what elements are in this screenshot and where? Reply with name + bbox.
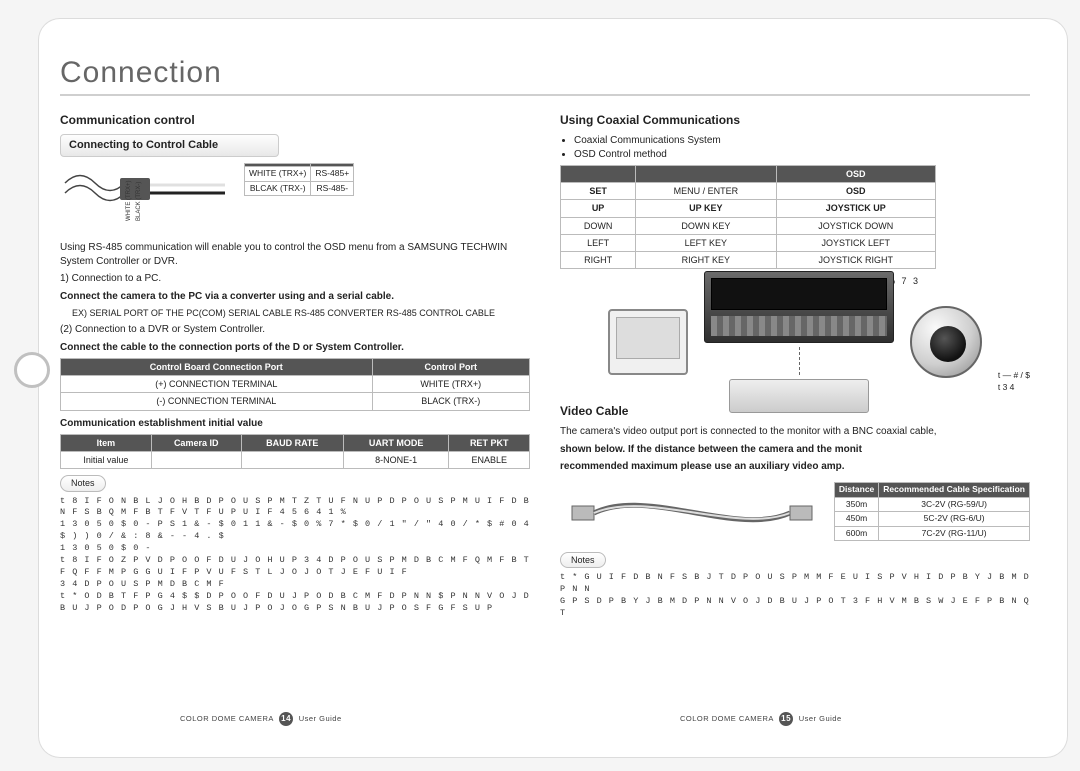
video-cable-text: The camera's video output port is connec… (560, 425, 1030, 439)
binder-ring (14, 352, 50, 388)
content: Connection Communication control Connect… (60, 56, 1060, 736)
notes-text-left: t 8 I F O N B L J O H B D P O U S P M T … (60, 496, 530, 615)
step1-example: EX) SERIAL PORT OF THE PC(COM) SERIAL CA… (72, 307, 530, 319)
step1-label: 1) Connection to a PC. (60, 272, 530, 286)
osd-key-table: OSD SETMENU / ENTEROSD UPUP KEYJOYSTICK … (560, 165, 936, 269)
step2-bold: Connect the cable to the connection port… (60, 341, 530, 355)
rs485-paragraph: Using RS-485 communication will enable y… (60, 241, 530, 268)
step2-label: (2) Connection to a DVR or System Contro… (60, 323, 530, 337)
footer-left: COLOR DOME CAMERA 14 User Guide (180, 712, 342, 726)
step1-bold: Connect the camera to the PC via a conve… (60, 290, 530, 304)
initial-value-table: ItemCamera ID BAUD RATEUART MODE RET PKT… (60, 434, 530, 469)
dvr-icon (704, 271, 894, 343)
notes-badge-right: Notes (560, 552, 606, 568)
footer-right: COLOR DOME CAMERA 15 User Guide (680, 712, 842, 726)
wire-table: WHITE (TRX+)RS-485+ BLCAK (TRX-)RS-485- (244, 163, 354, 196)
left-column: Communication control Connecting to Cont… (60, 108, 530, 620)
cable-illustration: WHITE (TRX+) BLACK (TRX-) (60, 163, 230, 233)
initial-value-heading: Communication establishment initial valu… (60, 417, 530, 431)
cable-spec-table: DistanceRecommended Cable Specification … (834, 482, 1030, 541)
svg-text:WHITE (TRX+): WHITE (TRX+) (126, 181, 132, 222)
right-column: Using Coaxial Communications Coaxial Com… (560, 108, 1030, 620)
legend: t — # / $ t 3 4 (998, 370, 1030, 393)
keyboard-icon (729, 379, 869, 413)
page-num-left: 14 (279, 712, 293, 726)
connection-port-table: Control Board Connection PortControl Por… (60, 358, 530, 410)
coaxial-heading: Using Coaxial Communications (560, 112, 1030, 128)
page-num-right: 15 (779, 712, 793, 726)
coax-bullets: Coaxial Communications System OSD Contro… (574, 134, 1030, 161)
dome-camera-icon (910, 306, 982, 378)
comm-control-heading: Communication control (60, 112, 530, 128)
page-title: Connection (60, 56, 1030, 96)
video-cable-bold1: shown below. If the distance between the… (560, 443, 1030, 457)
monitor-icon (608, 309, 688, 375)
notes-text-right: t * G U I F D B N F S B J T D P O U S P … (560, 572, 1030, 620)
bnc-cable-illustration (567, 482, 817, 542)
notes-badge-left: Notes (60, 475, 106, 491)
device-diagram (560, 287, 1030, 397)
video-cable-bold2: recommended maximum please use an auxili… (560, 460, 1030, 474)
svg-text:BLACK (TRX-): BLACK (TRX-) (136, 182, 142, 221)
connect-cable-bar: Connecting to Control Cable (60, 134, 279, 157)
